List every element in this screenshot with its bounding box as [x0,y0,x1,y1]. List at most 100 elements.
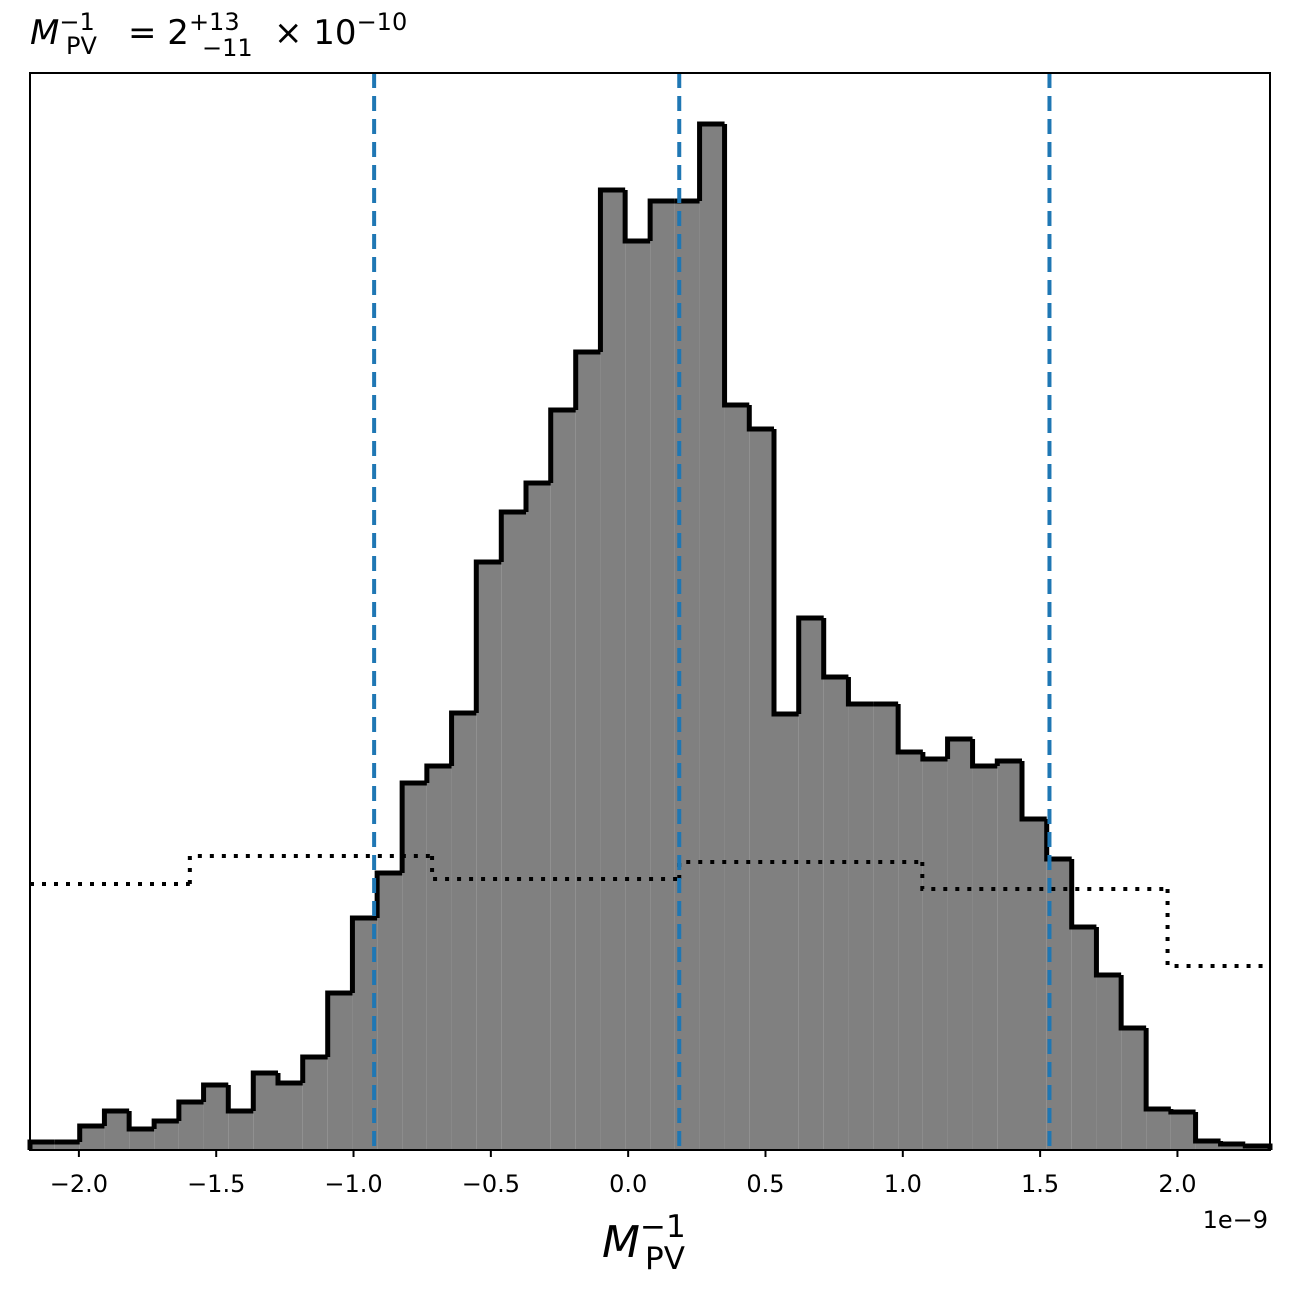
bar-outline [1019,761,1047,822]
x-tick-label: −2.0 [50,1170,108,1198]
bar [178,1102,204,1150]
prior-step [1165,889,1270,968]
bar [476,562,502,1150]
bar [1096,975,1122,1150]
x-axis-label: M−1 PV [602,1209,686,1277]
bar [104,1111,130,1150]
bar [154,1121,179,1150]
bar-outline [746,405,774,432]
bar [749,429,774,1150]
bar-outline [821,618,849,680]
bar-outline [300,1054,328,1083]
bar [650,201,675,1150]
bar-outline [77,1123,105,1142]
bar [848,704,874,1150]
bar [377,873,403,1150]
bar-outline [1193,1112,1221,1144]
bar-outline [722,124,750,408]
bar [1146,1109,1171,1150]
x-tick-label: 0.5 [746,1170,784,1198]
bar-outline [697,121,725,201]
bar-outline [994,758,1022,766]
bar-outline [845,677,874,707]
bar-outline [1168,1109,1196,1115]
bar-outline [399,780,427,873]
chart-title: M−1 PV = 2+13 −11 × 10−10 [30,8,407,62]
bar-outline [970,739,998,769]
title-minus: −11 [202,34,253,62]
bar-outline [523,480,551,512]
bar [451,713,477,1150]
bar [1220,1144,1246,1150]
bar [947,739,973,1150]
bar [1022,819,1047,1150]
bar [1170,1112,1196,1150]
bar [426,766,452,1150]
bar-outline [176,1099,204,1121]
bar [327,993,353,1150]
bar [997,761,1022,1150]
bar-outline [1069,859,1097,930]
bar [129,1129,155,1150]
bar [724,405,750,1150]
bar [253,1073,278,1150]
bar-outline [597,187,626,352]
prior-step [187,854,433,884]
bar-outline [498,509,526,562]
bar-outline [771,429,799,717]
bar [501,512,526,1150]
bar-outline [225,1085,254,1114]
bar [823,677,849,1150]
title-plus: +13 [189,8,240,36]
title-exponent: −10 [357,8,408,36]
x-label-sub: PV [645,1241,685,1277]
bar-outline [275,1073,303,1086]
bar-outline [573,349,601,410]
bar-outline [945,736,973,759]
x-label-symbol: M [602,1217,640,1268]
bar-outline [473,559,502,713]
bar-outline [201,1082,229,1102]
bar [550,410,576,1150]
bar-outline [1044,819,1072,862]
plot-frame [29,72,1271,1151]
bar [402,783,427,1150]
bar [972,766,998,1150]
bar-outline [1118,975,1147,1031]
bar [278,1083,303,1150]
prior-step [920,862,1168,891]
bar [1121,1028,1147,1150]
bar-outline [126,1111,155,1132]
x-tick-label: −1.5 [187,1170,245,1198]
x-tick-label: −0.5 [462,1170,520,1198]
bar-outline [1093,927,1122,978]
bar [30,1142,55,1150]
bar [798,618,824,1150]
bar [79,1126,105,1150]
x-tick-label: 2.0 [1158,1170,1196,1198]
bar [774,714,799,1150]
bar [203,1085,229,1150]
title-equals: = 2 [128,13,189,53]
bar-outline [424,763,452,783]
bar [54,1142,80,1150]
bar-outline [374,870,403,918]
title-sup: −1 [59,8,94,36]
x-tick-label: 1.5 [1021,1170,1059,1198]
x-tick-label: 1.0 [884,1170,922,1198]
bar-outline [325,990,353,1057]
bar-outline [796,615,824,714]
title-times: × 10 [274,13,357,53]
bar-outline [349,915,378,993]
bar-outline [151,1118,179,1129]
bar-outline [1218,1141,1246,1147]
x-label-sup: −1 [640,1209,686,1245]
bar [898,752,923,1150]
bar-outline [622,190,651,244]
bar [1071,927,1097,1150]
x-offset-label: 1e−9 [1203,1206,1268,1234]
title-sub: PV [66,32,97,60]
bar-outline [647,198,675,241]
bar [526,483,551,1150]
